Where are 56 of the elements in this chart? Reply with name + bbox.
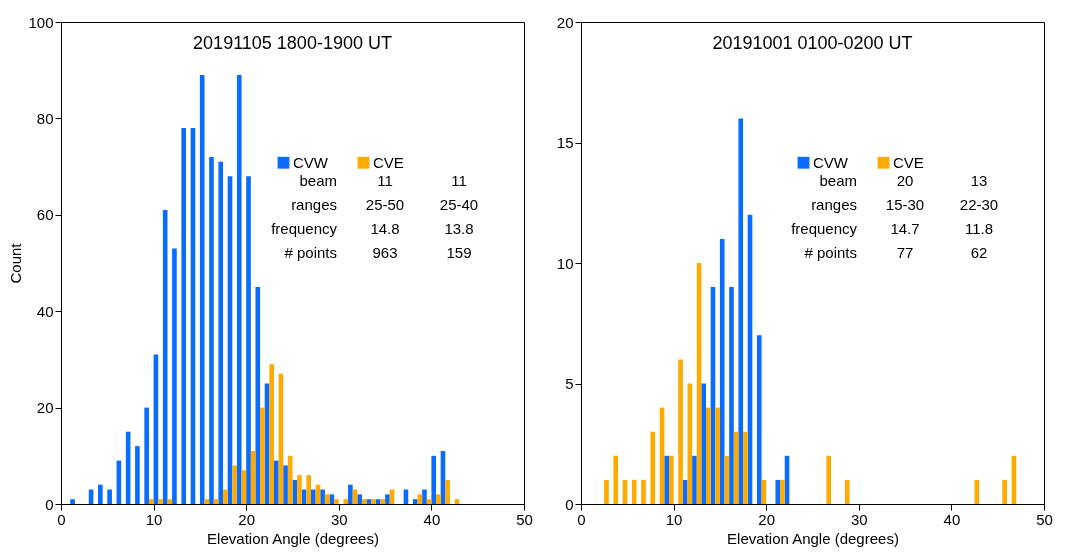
- y-tick-label: 0: [565, 495, 574, 513]
- legend-label: CVW: [293, 153, 329, 171]
- x-tick-label: 20: [758, 510, 776, 528]
- annotation: 15-30: [885, 196, 925, 213]
- y-axis-title: Count: [7, 242, 25, 284]
- annotation: 14.7: [890, 220, 920, 237]
- x-tick-label: 10: [665, 510, 683, 528]
- annotation: 77: [896, 244, 914, 261]
- y-tick-label: 80: [36, 109, 54, 127]
- annotation: 22-30: [959, 196, 999, 213]
- annotation: 62: [970, 244, 988, 261]
- y-tick-label: 0: [45, 495, 54, 513]
- annotation: beam: [299, 172, 337, 189]
- y-tick-label: 5: [565, 375, 574, 392]
- y-tick-label: 20: [556, 13, 574, 31]
- annotation: beam: [819, 172, 857, 189]
- x-axis-title: Elevation Angle (degrees): [207, 529, 379, 547]
- annotation: 25-40: [439, 196, 479, 213]
- x-tick-label: 30: [850, 510, 868, 528]
- y-tick-label: 15: [556, 134, 574, 151]
- annotation: 963: [372, 244, 398, 261]
- annotation: 14.8: [370, 220, 400, 237]
- annotation: 13: [970, 172, 988, 189]
- annotation: # points: [804, 244, 857, 261]
- x-axis-title: Elevation Angle (degrees): [727, 529, 899, 547]
- y-tick-label: 10: [556, 254, 574, 272]
- annotation: 13.8: [444, 220, 474, 237]
- legend-label: CVW: [813, 153, 849, 171]
- legend-label: CVE: [373, 153, 404, 171]
- text: 20191001 0100-0200 UT: [712, 33, 913, 53]
- x-tick-label: 10: [145, 510, 163, 528]
- x-tick-label: 20: [238, 510, 256, 528]
- y-tick-label: 60: [36, 206, 54, 224]
- x-tick-label: 0: [57, 510, 66, 528]
- legend-label: CVE: [893, 153, 924, 171]
- x-tick-label: 40: [423, 510, 441, 528]
- annotation: 20: [896, 172, 914, 189]
- x-tick-label: 0: [577, 510, 586, 528]
- annotation: ranges: [291, 196, 337, 213]
- y-tick-label: 100: [28, 13, 54, 31]
- annotation: 11: [377, 172, 393, 189]
- text: 20191105 1800-1900 UT: [193, 33, 392, 53]
- annotation: 159: [446, 244, 472, 261]
- annotation: frequency: [791, 220, 858, 237]
- y-tick-label: 20: [36, 399, 54, 417]
- x-tick-label: 50: [516, 510, 533, 528]
- annotation: 11: [451, 172, 467, 189]
- annotation: frequency: [271, 220, 338, 237]
- annotation: ranges: [811, 196, 857, 213]
- annotation: 25-50: [365, 196, 405, 213]
- x-tick-label: 50: [1036, 510, 1053, 528]
- annotation: # points: [284, 244, 337, 261]
- x-tick-label: 30: [330, 510, 348, 528]
- y-tick-label: 40: [36, 302, 54, 320]
- x-tick-label: 40: [943, 510, 961, 528]
- annotation: 11.8: [964, 220, 994, 237]
